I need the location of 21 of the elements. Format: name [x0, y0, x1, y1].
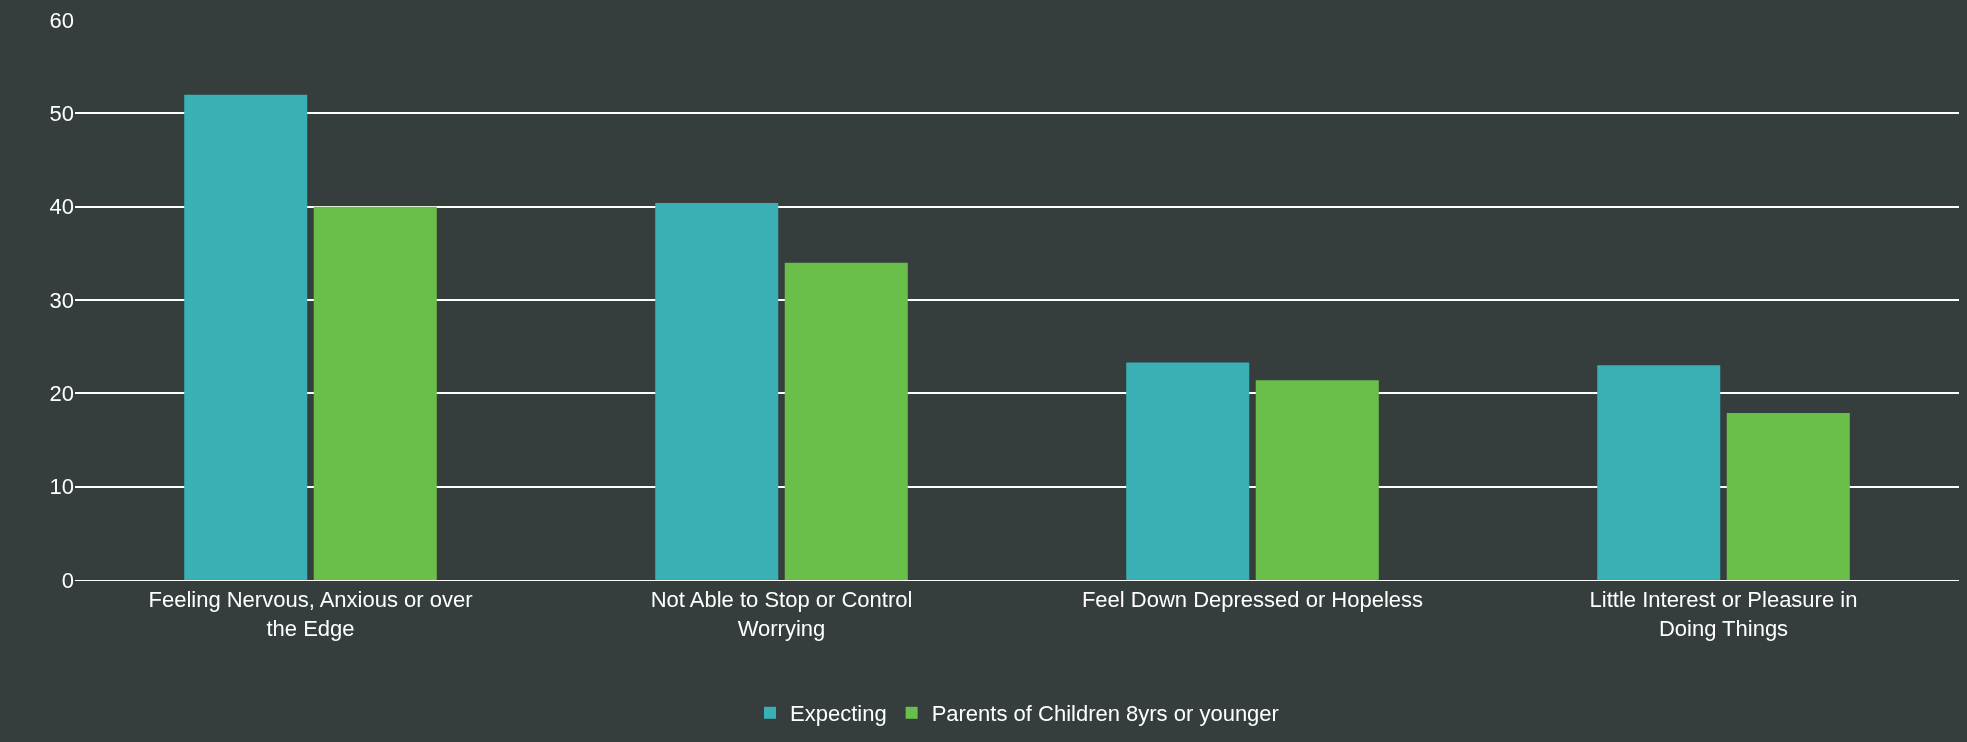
- bar: [313, 206, 437, 580]
- y-tick-label: 30: [49, 287, 74, 313]
- bar: [784, 262, 908, 580]
- y-tick-label: 60: [49, 7, 74, 33]
- legend-label: Parents of Children 8yrs or younger: [931, 701, 1279, 727]
- bar: [655, 202, 779, 580]
- bar: [184, 94, 308, 580]
- bar: [1126, 362, 1250, 580]
- x-tick-label: Little Interest or Pleasure in Doing Things: [1589, 587, 1858, 641]
- x-tick-label: Feeling Nervous, Anxious or over the Edge: [148, 587, 473, 641]
- bar: [1255, 380, 1379, 580]
- x-tick-label: Feel Down Depressed or Hopeless: [1081, 587, 1424, 613]
- y-tick-label: 40: [49, 194, 74, 220]
- y-tick-label: 0: [61, 567, 74, 593]
- y-tick-label: 50: [49, 101, 74, 127]
- y-tick-label: 20: [49, 381, 74, 407]
- legend-label: Expecting: [790, 701, 887, 727]
- x-tick-label: Not Able to Stop or Control Worrying: [650, 587, 913, 641]
- bar: [1597, 365, 1721, 580]
- bar: [1726, 412, 1850, 580]
- y-tick-label: 10: [49, 474, 74, 500]
